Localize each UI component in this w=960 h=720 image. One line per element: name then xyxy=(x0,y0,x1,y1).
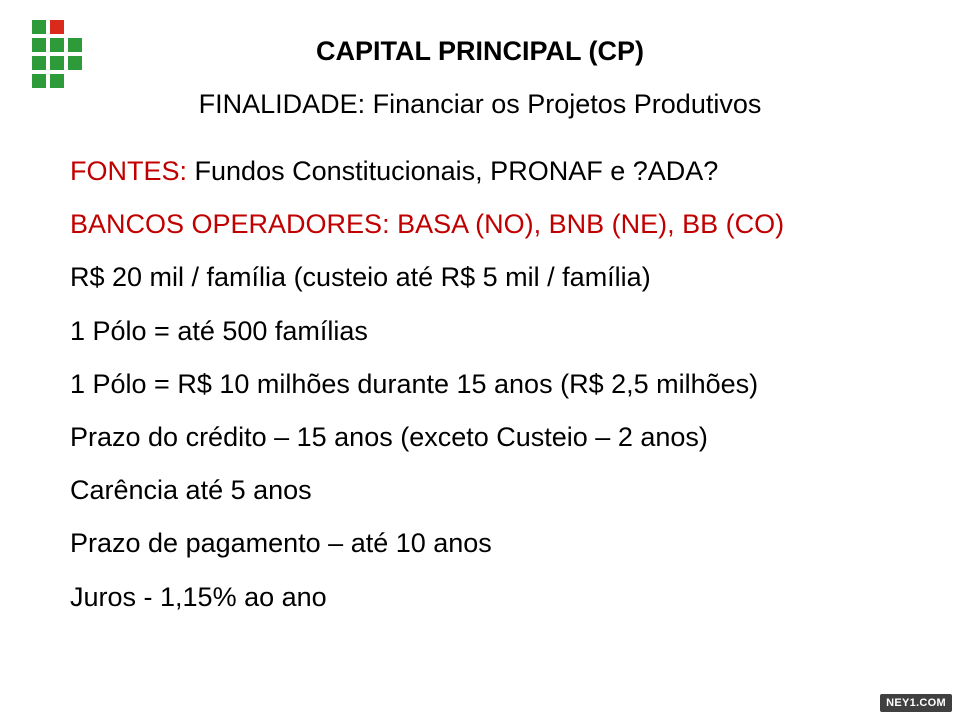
fontes-colon: : xyxy=(180,156,195,186)
body-line-5: Carência até 5 anos xyxy=(70,469,890,512)
body-line-3: 1 Pólo = R$ 10 milhões durante 15 anos (… xyxy=(70,363,890,406)
body-line-6: Prazo de pagamento – até 10 anos xyxy=(70,522,890,565)
slide-title: CAPITAL PRINCIPAL (CP) xyxy=(70,36,890,67)
footer-badge: NEY1.COM xyxy=(880,694,952,712)
body-line-4: Prazo do crédito – 15 anos (exceto Custe… xyxy=(70,416,890,459)
fontes-line: FONTES: Fundos Constitucionais, PRONAF e… xyxy=(70,150,890,193)
body-line-2: 1 Pólo = até 500 famílias xyxy=(70,310,890,353)
institution-logo xyxy=(30,18,86,90)
slide: CAPITAL PRINCIPAL (CP) FINALIDADE: Finan… xyxy=(0,0,960,720)
slide-subtitle: FINALIDADE: Financiar os Projetos Produt… xyxy=(70,89,890,120)
body-line-1: R$ 20 mil / família (custeio até R$ 5 mi… xyxy=(70,256,890,299)
body-line-7: Juros - 1,15% ao ano xyxy=(70,576,890,619)
fontes-label: FONTES xyxy=(70,156,180,186)
bancos-line: BANCOS OPERADORES: BASA (NO), BNB (NE), … xyxy=(70,203,890,246)
fontes-value: Fundos Constitucionais, PRONAF e ?ADA? xyxy=(195,156,719,186)
